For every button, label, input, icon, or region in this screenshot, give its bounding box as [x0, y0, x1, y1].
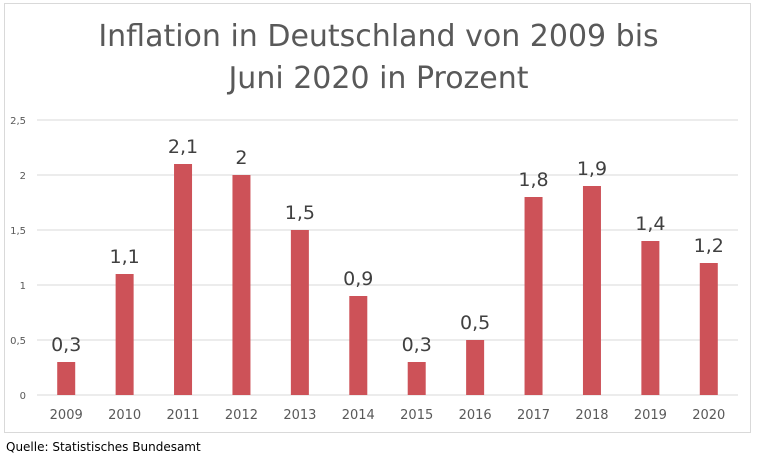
y-tick-label: 2	[20, 171, 26, 182]
x-tick-label: 2018	[575, 408, 608, 423]
bar	[524, 197, 543, 395]
x-tick-label: 2017	[517, 408, 550, 423]
chart-title-line-1: Inflation in Deutschland von 2009 bis	[98, 19, 659, 54]
chart-title-line-2: Juni 2020 in Prozent	[228, 61, 529, 96]
chart-title: Inflation in Deutschland von 2009 bis Ju…	[0, 16, 757, 100]
data-label: 1,4	[635, 213, 665, 235]
data-label: 2	[235, 147, 247, 169]
x-tick-label: 2014	[342, 408, 375, 423]
y-tick-label: 1	[20, 281, 26, 292]
y-tick-label: 1,5	[10, 226, 26, 237]
bar	[466, 340, 485, 395]
data-label: 0,3	[402, 334, 432, 356]
bar	[699, 263, 718, 395]
data-label: 0,9	[343, 268, 373, 290]
bar	[582, 186, 601, 395]
bar	[174, 164, 193, 395]
data-label: 1,8	[518, 169, 548, 191]
y-tick-label: 0,5	[10, 336, 26, 347]
bar	[232, 175, 251, 395]
x-tick-label: 2009	[50, 408, 83, 423]
source-note: Quelle: Statistisches Bundesamt	[6, 440, 201, 454]
bar	[290, 230, 309, 395]
data-label: 1,9	[577, 158, 607, 180]
x-tick-label: 2013	[283, 408, 316, 423]
x-tick-label: 2019	[634, 408, 667, 423]
x-tick-label: 2015	[400, 408, 433, 423]
data-label: 1,1	[110, 246, 140, 268]
x-tick-label: 2016	[459, 408, 492, 423]
data-label: 0,3	[51, 334, 81, 356]
y-tick-label: 0	[20, 391, 26, 402]
data-label: 1,5	[285, 202, 315, 224]
bar	[57, 362, 76, 395]
bar	[115, 274, 134, 395]
data-label: 0,5	[460, 312, 490, 334]
x-tick-label: 2020	[692, 408, 725, 423]
data-label: 1,2	[694, 235, 724, 257]
data-label: 2,1	[168, 136, 198, 158]
bar	[407, 362, 426, 395]
x-tick-label: 2011	[166, 408, 199, 423]
bar	[641, 241, 660, 395]
x-tick-label: 2010	[108, 408, 141, 423]
x-tick-label: 2012	[225, 408, 258, 423]
y-tick-label: 2,5	[10, 116, 26, 127]
bar	[349, 296, 368, 395]
